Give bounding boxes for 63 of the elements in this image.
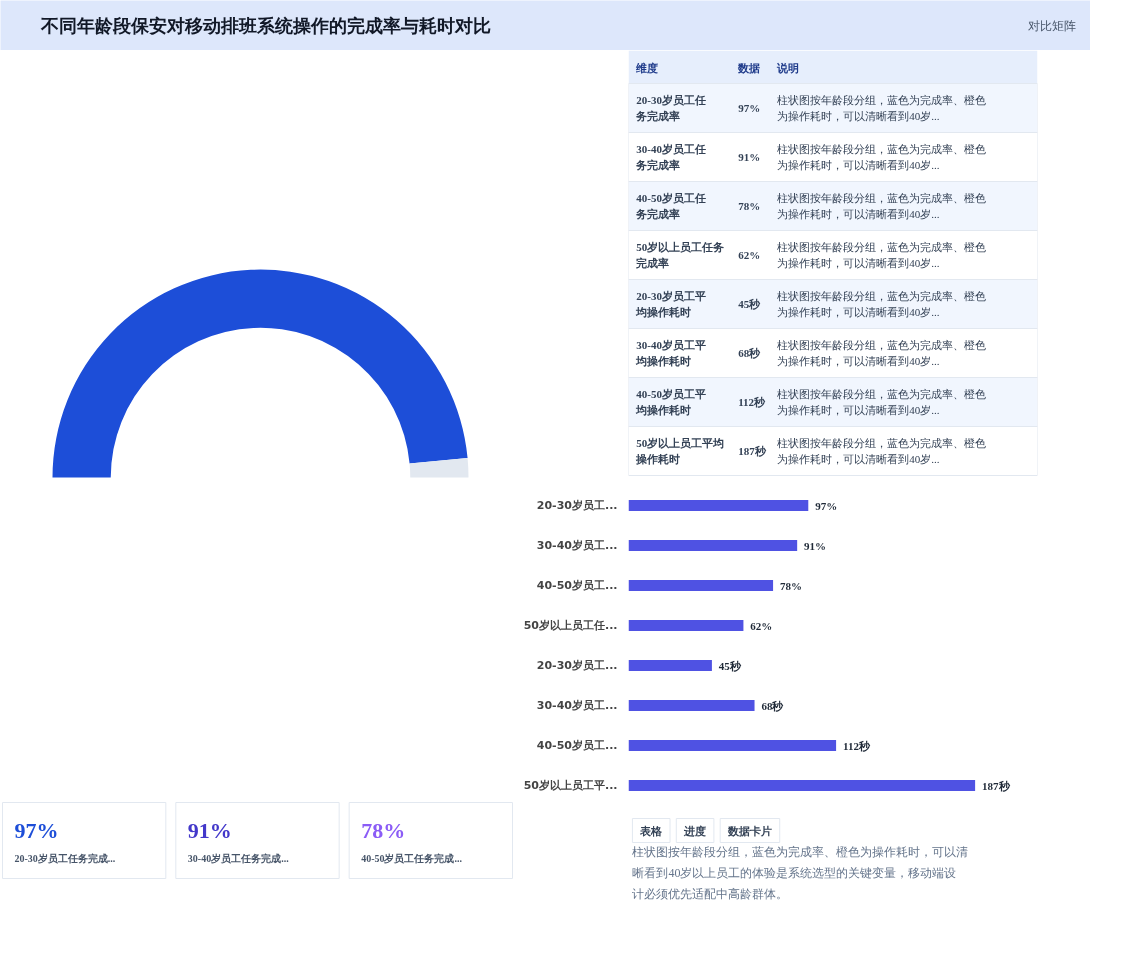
y-tick-label: 40-50岁员工... — [536, 579, 618, 592]
bar — [628, 499, 809, 512]
text: 柱状图按年龄段分组，蓝色为完成率、橙色为操作耗时，可以清晰看到40岁... — [777, 142, 987, 172]
text: 不同年龄段保安对移动排班系统操作的完成率与耗时对比 — [39, 15, 491, 36]
text: 表格 — [639, 824, 664, 837]
text: 数据 — [737, 61, 761, 74]
text: 柱状图按年龄段分组，蓝色为完成率、橙色为操作耗时，可以清晰看到40岁... — [777, 387, 987, 417]
category-label: 40-50岁员工任务完成率 — [635, 192, 707, 220]
y-tick-label: 20-30岁员工... — [536, 499, 618, 512]
category-label: 20-30岁员工任务完成率 — [635, 94, 707, 122]
text: 柱状图按年龄段分组，蓝色为完成率、橙色为操作耗时，可以清晰看到40岁... — [777, 240, 987, 270]
bar — [628, 619, 744, 632]
data-label: 91% — [804, 539, 827, 552]
text: 柱状图按年龄段分组，蓝色为完成率、橙色为操作耗时，可以清晰看到40岁... — [777, 289, 987, 319]
data-label: 112秒 — [843, 739, 871, 752]
text: 97% — [14, 818, 59, 843]
bar — [628, 779, 976, 792]
text: 91% — [738, 151, 761, 163]
text: 维度 — [635, 61, 659, 74]
text: 91% — [187, 818, 232, 843]
data-label: 78% — [780, 579, 803, 592]
text: 柱状图按年龄段分组，蓝色为完成率、橙色为操作耗时，可以清晰看到40岁... — [777, 191, 987, 221]
text: 187秒 — [738, 445, 766, 457]
text: 112秒 — [738, 396, 766, 408]
bar — [628, 739, 837, 752]
text: 45秒 — [738, 298, 761, 310]
category-label: 30-40岁员工平均操作耗时 — [635, 339, 707, 367]
data-label: 97% — [815, 499, 838, 512]
text: 68秒 — [738, 347, 761, 359]
y-tick-label: 30-40岁员工... — [536, 699, 618, 712]
category-label: 20-30岁员工任务完成... — [14, 853, 116, 864]
category-label: 40-50岁员工任务完成... — [361, 853, 463, 864]
category-label: 50岁以上员工任务完成率 — [636, 241, 725, 269]
text: 数据卡片 — [726, 824, 772, 837]
y-tick-label: 30-40岁员工... — [536, 539, 618, 552]
text: 柱状图按年龄段分组，蓝色为完成率、橙色为操作耗时，可以清晰看到40岁... — [777, 338, 987, 368]
y-tick-label: 50岁以上员工任... — [523, 619, 618, 632]
text: 柱状图按年龄段分组，蓝色为完成率、橙色为操作耗时，可以清晰看到40岁... — [777, 93, 987, 123]
text: 62% — [738, 249, 761, 261]
data-label: 68秒 — [761, 699, 785, 712]
text: 柱状图按年龄段分组，蓝色为完成率、橙色为操作耗时，可以清晰看到40岁以上员工的体验是系统选型的关键变量，移动端设计必须优先适配中高龄群体。 — [632, 844, 969, 901]
category-label: 20-30岁员工平均操作耗时 — [635, 290, 707, 318]
category-label: 30-40岁员工任务完成率 — [635, 143, 707, 171]
bar — [628, 539, 798, 552]
category-label: 30-40岁员工任务完成... — [187, 853, 290, 864]
text: 对比矩阵 — [1027, 18, 1076, 33]
text: 97% — [738, 102, 761, 114]
y-tick-label: 40-50岁员工... — [536, 739, 618, 752]
bar — [628, 579, 774, 592]
y-tick-label: 50岁以上员工平... — [523, 779, 618, 792]
text: 进度 — [683, 824, 707, 837]
text: 78% — [361, 818, 406, 843]
bar — [628, 659, 712, 672]
text: 说明 — [776, 61, 800, 74]
bar — [628, 699, 755, 712]
data-label: 187秒 — [982, 779, 1011, 792]
y-tick-label: 20-30岁员工... — [536, 659, 618, 672]
data-label: 62% — [750, 619, 773, 632]
text: 78% — [738, 200, 761, 212]
data-label: 45秒 — [718, 659, 742, 672]
category-label: 40-50岁员工平均操作耗时 — [635, 388, 707, 416]
category-label: 50岁以上员工平均操作耗时 — [635, 437, 725, 465]
text: 柱状图按年龄段分组，蓝色为完成率、橙色为操作耗时，可以清晰看到40岁... — [777, 436, 987, 466]
